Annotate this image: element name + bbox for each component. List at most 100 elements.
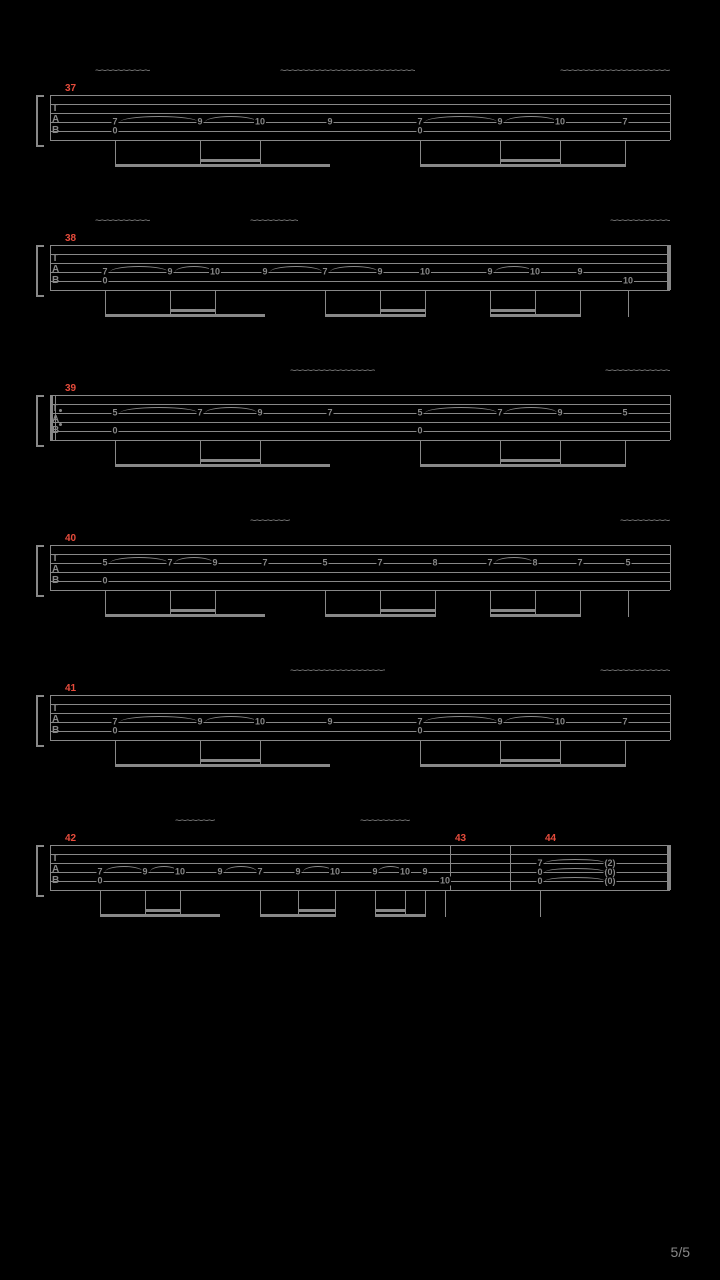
- slur: [105, 866, 143, 872]
- fret-number: 7: [166, 559, 173, 568]
- chord-frets: (2)(0)(0): [604, 859, 617, 886]
- measure-number: 41: [65, 683, 76, 694]
- fret-number: 9: [211, 559, 218, 568]
- fret-number: 9: [216, 868, 223, 877]
- slur: [425, 407, 497, 413]
- beam-group: [325, 291, 425, 317]
- slur: [225, 866, 257, 872]
- fret-number: 9: [294, 868, 301, 877]
- fret-number: 0: [111, 727, 118, 736]
- fret-number: 10: [254, 118, 266, 127]
- slur: [505, 407, 557, 413]
- slur: [545, 859, 605, 863]
- slur: [495, 557, 533, 563]
- fret-number: 7: [326, 409, 333, 418]
- barline: [50, 695, 51, 740]
- vibrato-mark: ~~~~~~~~~~~: [95, 215, 150, 227]
- barline: [670, 245, 671, 290]
- barline: [50, 545, 51, 590]
- measure-number: 37: [65, 83, 76, 94]
- beam-group: [325, 591, 435, 617]
- barline: [670, 395, 671, 440]
- barline: [510, 845, 511, 890]
- slur: [505, 116, 557, 122]
- vibrato-mark: ~~~~~~~~~~~~~~~~~~~~~~~~~~~: [280, 65, 415, 77]
- tab-bracket: [36, 245, 38, 297]
- slur: [205, 407, 257, 413]
- beam-group: [625, 141, 626, 167]
- fret-number: 0: [96, 877, 103, 886]
- slur: [110, 266, 168, 272]
- fret-number: 9: [486, 268, 493, 277]
- fret-number: 0: [111, 427, 118, 436]
- barline: [50, 95, 51, 140]
- fret-number: 9: [326, 118, 333, 127]
- measure-number: 43: [455, 833, 466, 844]
- slur: [110, 557, 168, 563]
- fret-number: 0: [416, 427, 423, 436]
- tab-bracket: [36, 95, 38, 147]
- tab-bracket: [36, 845, 38, 897]
- slur: [545, 877, 605, 881]
- fret-number: 5: [416, 409, 423, 418]
- fret-number: 7: [621, 118, 628, 127]
- barline: [670, 545, 671, 590]
- slur: [545, 868, 605, 872]
- beam-group: [490, 291, 580, 317]
- vibrato-mark: ~~~~~~~~~~: [360, 815, 410, 827]
- fret-number: 9: [496, 118, 503, 127]
- fret-number: 10: [174, 868, 186, 877]
- fret-number: 7: [261, 559, 268, 568]
- fret-number: 9: [496, 718, 503, 727]
- beam-group: [420, 141, 625, 167]
- vibrato-mark: ~~~~~~~~~~~~~~~~~: [290, 365, 375, 377]
- slur: [330, 266, 378, 272]
- beam-group: [445, 891, 446, 917]
- fret-number: 7: [256, 868, 263, 877]
- fret-number: 9: [196, 718, 203, 727]
- tab-bracket: [36, 395, 38, 447]
- vibrato-mark: ~~~~~~~~~~~: [95, 65, 150, 77]
- beam-group: [375, 891, 425, 917]
- vibrato-mark: ~~~~~~~~~~: [250, 215, 298, 227]
- fret-number: 9: [376, 268, 383, 277]
- beam-group: [260, 891, 335, 917]
- fret-number: 10: [439, 877, 451, 886]
- fret-number: 5: [111, 409, 118, 418]
- vibrato-mark: ~~~~~~~~~~: [620, 515, 670, 527]
- fret-number: 7: [376, 559, 383, 568]
- slur: [120, 116, 198, 122]
- chord-frets: 700: [536, 859, 543, 886]
- fret-number: 0: [101, 577, 108, 586]
- vibrato-mark: ~~~~~~~~: [250, 515, 290, 527]
- fret-number: 5: [101, 559, 108, 568]
- measure-number: 38: [65, 233, 76, 244]
- fret-number: 5: [321, 559, 328, 568]
- staff: [50, 545, 670, 591]
- beam-group: [105, 591, 265, 617]
- slur: [120, 407, 198, 413]
- fret-number: 9: [556, 409, 563, 418]
- barline: [670, 95, 671, 140]
- slur: [495, 266, 533, 272]
- barline-end: [667, 245, 670, 290]
- tab-bracket: [36, 695, 38, 747]
- staff: [50, 395, 670, 441]
- fret-number: 10: [399, 868, 411, 877]
- fret-number: 9: [196, 118, 203, 127]
- slur: [120, 716, 198, 722]
- vibrato-mark: ~~~~~~~~~~~~~~~~~~~~~~: [560, 65, 670, 77]
- beam-group: [625, 741, 626, 767]
- barline: [50, 845, 51, 890]
- fret-number: 8: [531, 559, 538, 568]
- beam-group: [490, 591, 580, 617]
- beam-group: [105, 291, 265, 317]
- slur: [505, 716, 557, 722]
- beam-group: [628, 291, 629, 317]
- slur: [205, 716, 257, 722]
- vibrato-mark: ~~~~~~~~~~~~~: [605, 365, 670, 377]
- beam-group: [628, 591, 629, 617]
- barline: [50, 245, 51, 290]
- beam-group: [115, 441, 330, 467]
- fret-number: 7: [321, 268, 328, 277]
